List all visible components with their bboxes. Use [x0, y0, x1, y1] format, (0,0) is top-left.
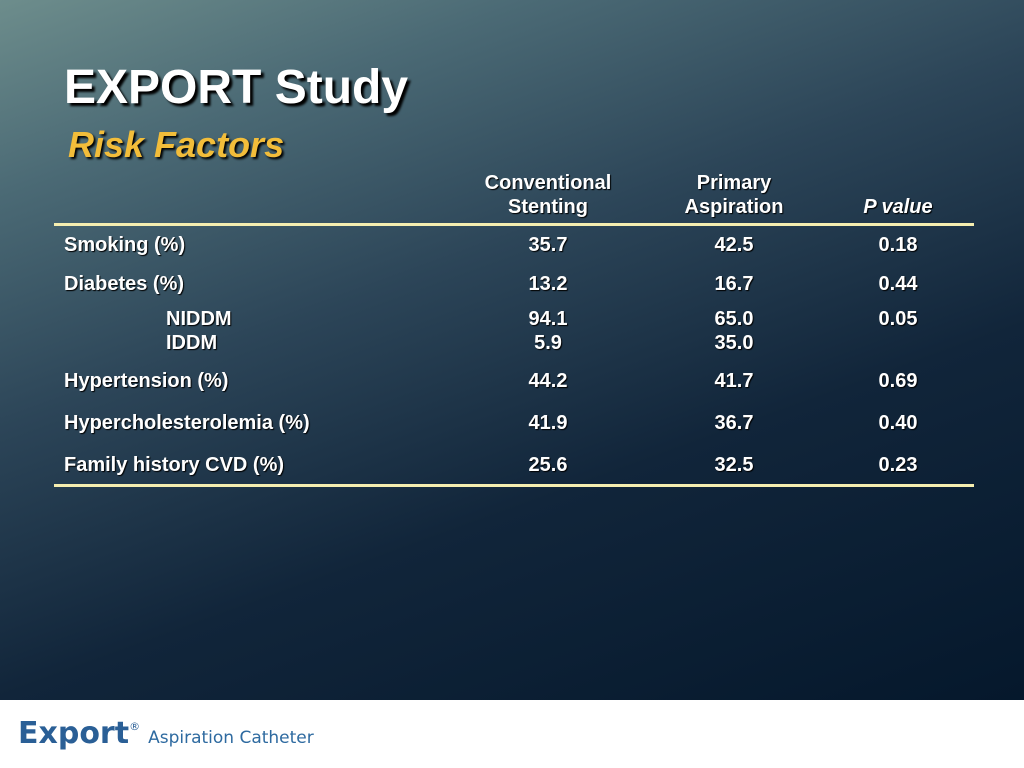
cell-family-history-p: 0.23 [878, 454, 918, 476]
registered-mark: ® [129, 720, 141, 733]
cell-hypercholesterolemia-p: 0.40 [878, 412, 918, 434]
row-label-niddm: NIDDM [166, 308, 232, 330]
cell-smoking-primary: 42.5 [714, 234, 754, 256]
cell-hypercholesterolemia-primary: 36.7 [714, 412, 754, 434]
cell-niddm-primary: 65.0 [714, 308, 754, 330]
cell-diabetes-primary: 16.7 [714, 273, 754, 295]
header-conventional-line2: Stenting [508, 196, 588, 218]
row-label-iddm: IDDM [166, 332, 218, 354]
header-conventional-line1: Conventional [484, 172, 612, 194]
cell-diabetes-p: 0.44 [878, 273, 918, 295]
cell-niddm-conventional: 94.1 [528, 308, 568, 330]
cell-hypercholesterolemia-conventional: 41.9 [528, 412, 568, 434]
footer-bar: Export® Aspiration Catheter [0, 700, 1024, 768]
cell-smoking-p: 0.18 [878, 234, 918, 256]
slide-title: EXPORT Study [64, 61, 409, 114]
export-logo: Export® Aspiration Catheter [18, 716, 314, 751]
row-label-family-history: Family history CVD (%) [64, 454, 285, 476]
brand-tagline: Aspiration Catheter [148, 728, 314, 748]
cell-niddm-p: 0.05 [878, 308, 918, 330]
header-conventional-stenting: Conventional Stenting [468, 171, 628, 219]
cell-family-history-conventional: 25.6 [528, 454, 568, 476]
brand-name: Export [18, 716, 130, 751]
cell-smoking-conventional: 35.7 [528, 234, 568, 256]
cell-hypertension-primary: 41.7 [714, 370, 754, 392]
slide-subtitle: Risk Factors [68, 124, 285, 165]
cell-hypertension-conventional: 44.2 [528, 370, 568, 392]
row-label-diabetes: Diabetes (%) [64, 273, 185, 295]
cell-hypertension-p: 0.69 [878, 370, 918, 392]
header-p-value: P value [863, 196, 933, 218]
table-bottom-rule [54, 484, 974, 487]
row-label-smoking: Smoking (%) [64, 234, 186, 256]
cell-diabetes-conventional: 13.2 [528, 273, 568, 295]
row-label-hypertension: Hypertension (%) [64, 370, 229, 392]
cell-family-history-primary: 32.5 [714, 454, 754, 476]
header-primary-line2: Aspiration [684, 196, 784, 218]
cell-iddm-primary: 35.0 [714, 332, 754, 354]
row-label-hypercholesterolemia: Hypercholesterolemia (%) [64, 412, 310, 434]
slide: EXPORT Study Risk Factors Conventional S… [0, 0, 1024, 700]
header-primary-aspiration: Primary Aspiration [654, 171, 814, 219]
cell-iddm-conventional: 5.9 [534, 332, 562, 354]
header-primary-line1: Primary [696, 172, 772, 194]
table-top-rule [54, 223, 974, 226]
